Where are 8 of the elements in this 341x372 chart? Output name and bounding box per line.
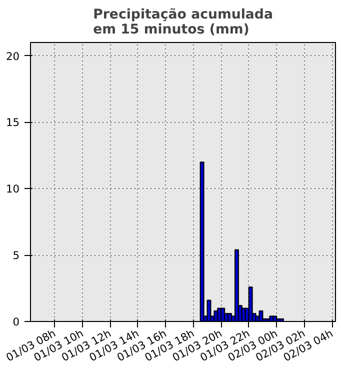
y-tick-label: 20: [6, 50, 20, 63]
bar: [200, 162, 204, 322]
y-tick-label: 10: [6, 182, 20, 196]
y-tick-label: 5: [12, 249, 20, 262]
bar: [234, 249, 239, 322]
y-tick-label: 15: [6, 116, 20, 130]
y-tick-label: 0: [12, 316, 20, 328]
chart-title: Precipitação acumulada em 15 minutos (mm): [93, 8, 273, 38]
